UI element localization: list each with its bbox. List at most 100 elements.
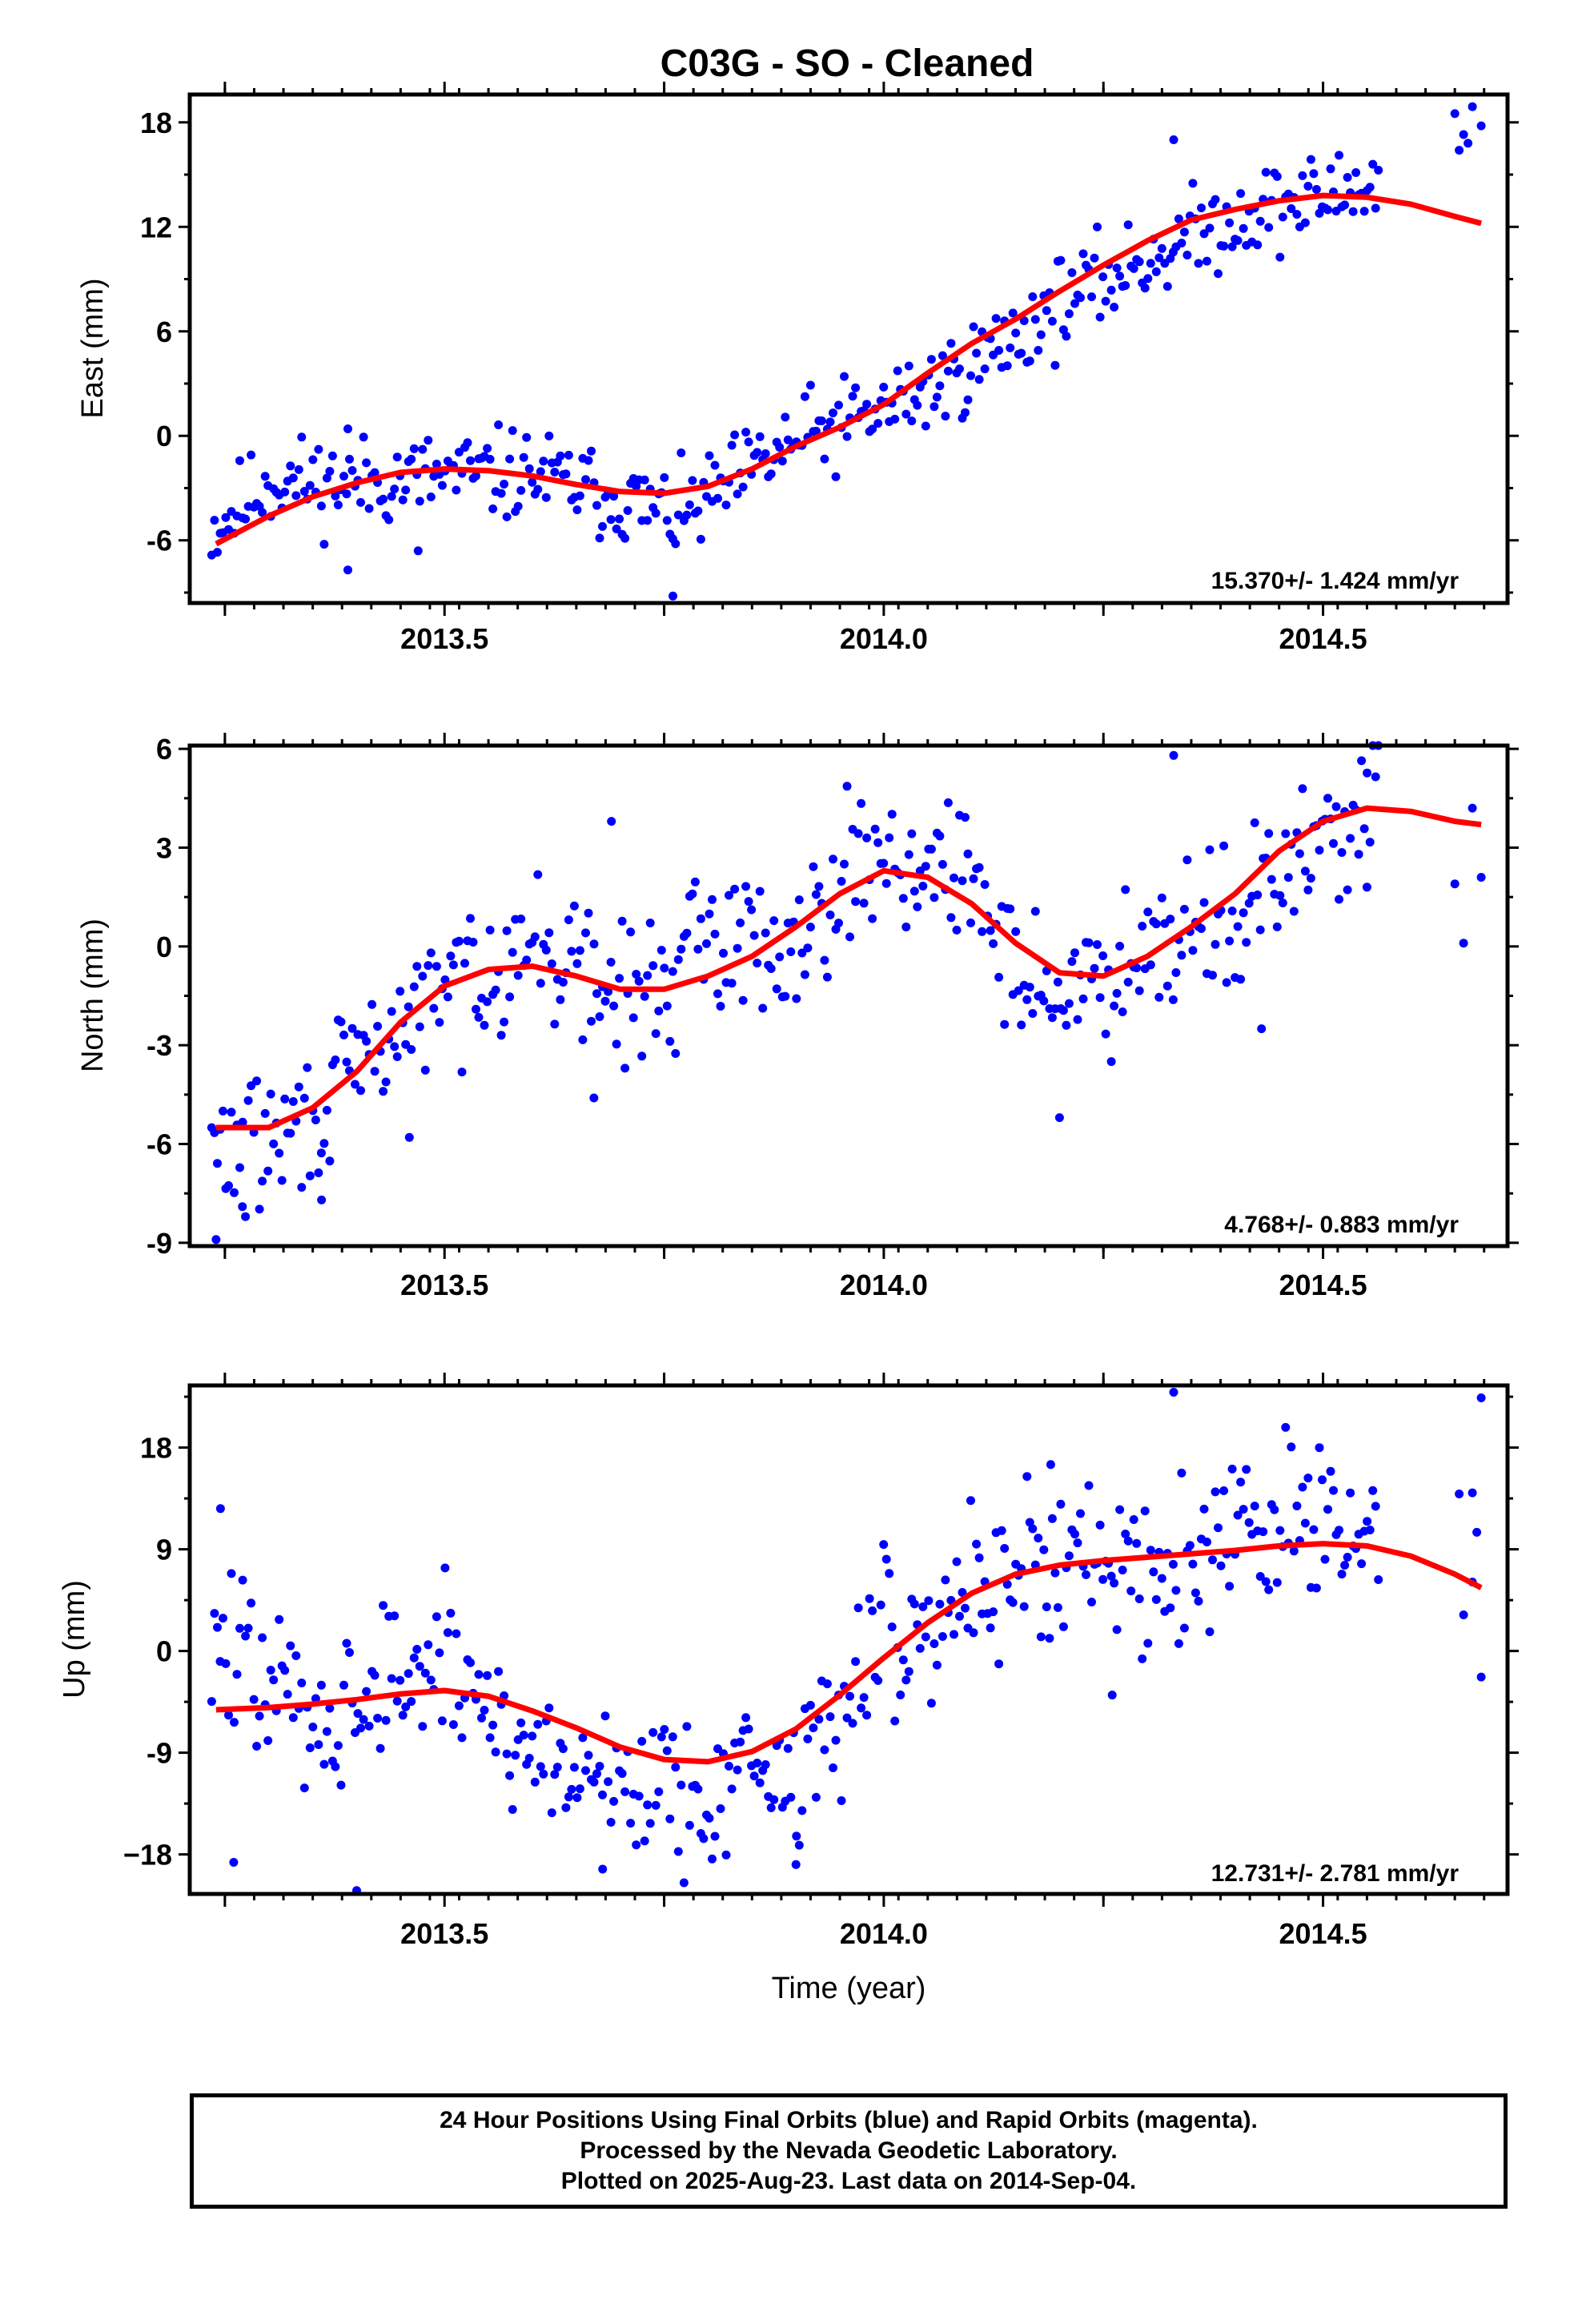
data-point	[1203, 1538, 1211, 1546]
data-point	[255, 1204, 264, 1214]
data-point	[1087, 1598, 1096, 1606]
data-point	[862, 400, 872, 409]
data-point	[781, 412, 790, 422]
data-point	[730, 430, 740, 440]
data-point	[688, 476, 697, 485]
data-point	[1351, 168, 1361, 177]
data-point	[336, 1017, 346, 1027]
data-point	[409, 982, 419, 991]
data-point	[1028, 1524, 1038, 1534]
data-point	[266, 1666, 275, 1675]
data-point	[314, 1168, 323, 1177]
data-point	[1179, 1623, 1189, 1633]
data-point	[454, 936, 464, 946]
data-point	[500, 1017, 509, 1027]
data-point	[1272, 1578, 1282, 1587]
data-point	[1039, 996, 1049, 1006]
data-point	[387, 1674, 396, 1683]
chart-title: C03G - SO - Cleaned	[661, 42, 1034, 85]
data-point	[426, 1675, 436, 1685]
data-point	[1168, 1559, 1178, 1569]
data-point	[873, 1676, 883, 1685]
data-point	[1174, 214, 1183, 223]
data-point	[845, 932, 854, 942]
data-point	[913, 902, 922, 911]
data-point	[343, 565, 352, 575]
data-point	[741, 882, 751, 891]
data-point	[418, 971, 428, 981]
data-point	[432, 460, 441, 468]
data-point	[530, 932, 540, 942]
data-point	[1054, 1113, 1064, 1123]
data-point	[502, 512, 512, 521]
data-point	[564, 915, 573, 925]
data-point	[1053, 977, 1062, 987]
data-point	[1064, 1551, 1074, 1561]
data-point	[1329, 1486, 1338, 1495]
data-point	[288, 1097, 298, 1106]
data-point	[1368, 159, 1378, 169]
data-point	[783, 1743, 793, 1753]
data-point	[1138, 1654, 1147, 1663]
data-point	[513, 501, 523, 511]
data-point	[918, 882, 928, 891]
data-point	[1112, 988, 1122, 998]
data-point	[1225, 218, 1235, 227]
data-point	[1084, 938, 1094, 947]
data-point	[1281, 829, 1291, 838]
data-point	[314, 1740, 323, 1749]
data-point	[1253, 891, 1263, 899]
data-point	[584, 456, 593, 465]
data-point	[1039, 1545, 1049, 1554]
data-point	[744, 1724, 753, 1734]
data-point	[1194, 259, 1203, 268]
data-point	[781, 991, 790, 1001]
data-point	[935, 1599, 945, 1609]
data-point	[1082, 1570, 1090, 1579]
data-point	[606, 515, 616, 525]
data-point	[733, 1765, 742, 1775]
data-point	[1264, 829, 1274, 838]
data-point	[437, 480, 447, 490]
data-point	[969, 1628, 978, 1638]
data-point	[1205, 845, 1215, 854]
data-point	[1468, 803, 1477, 813]
data-point	[766, 469, 776, 479]
data-point	[460, 959, 469, 968]
data-point	[1464, 139, 1473, 148]
data-point	[381, 1077, 391, 1087]
data-point	[1101, 296, 1110, 306]
data-point	[1211, 1487, 1220, 1497]
data-point	[669, 591, 677, 601]
data-point	[1323, 794, 1332, 803]
data-point	[297, 1679, 307, 1687]
data-point	[407, 454, 416, 464]
data-point	[474, 1012, 484, 1022]
data-point	[1311, 1583, 1321, 1593]
data-point	[1149, 1567, 1158, 1577]
data-point	[909, 1599, 919, 1609]
data-point	[1132, 1538, 1142, 1548]
data-point	[567, 947, 576, 956]
data-point	[1146, 960, 1155, 970]
data-point	[1134, 986, 1144, 995]
data-point	[342, 489, 351, 499]
data-point	[457, 1068, 467, 1077]
data-point	[896, 1691, 905, 1699]
data-point	[820, 955, 829, 965]
data-point	[364, 1721, 374, 1731]
data-point	[407, 1045, 416, 1054]
data-point	[1053, 1602, 1062, 1612]
data-point	[955, 1611, 964, 1621]
data-point	[1329, 838, 1338, 848]
data-point	[1357, 1559, 1367, 1569]
data-point	[825, 1712, 835, 1722]
data-point	[595, 1762, 604, 1771]
data-point	[1151, 919, 1161, 929]
data-point	[373, 1022, 383, 1031]
data-point	[958, 1588, 967, 1597]
data-point	[809, 862, 818, 871]
data-point	[1233, 1510, 1243, 1520]
data-point	[845, 1691, 854, 1701]
data-point	[671, 1763, 681, 1772]
